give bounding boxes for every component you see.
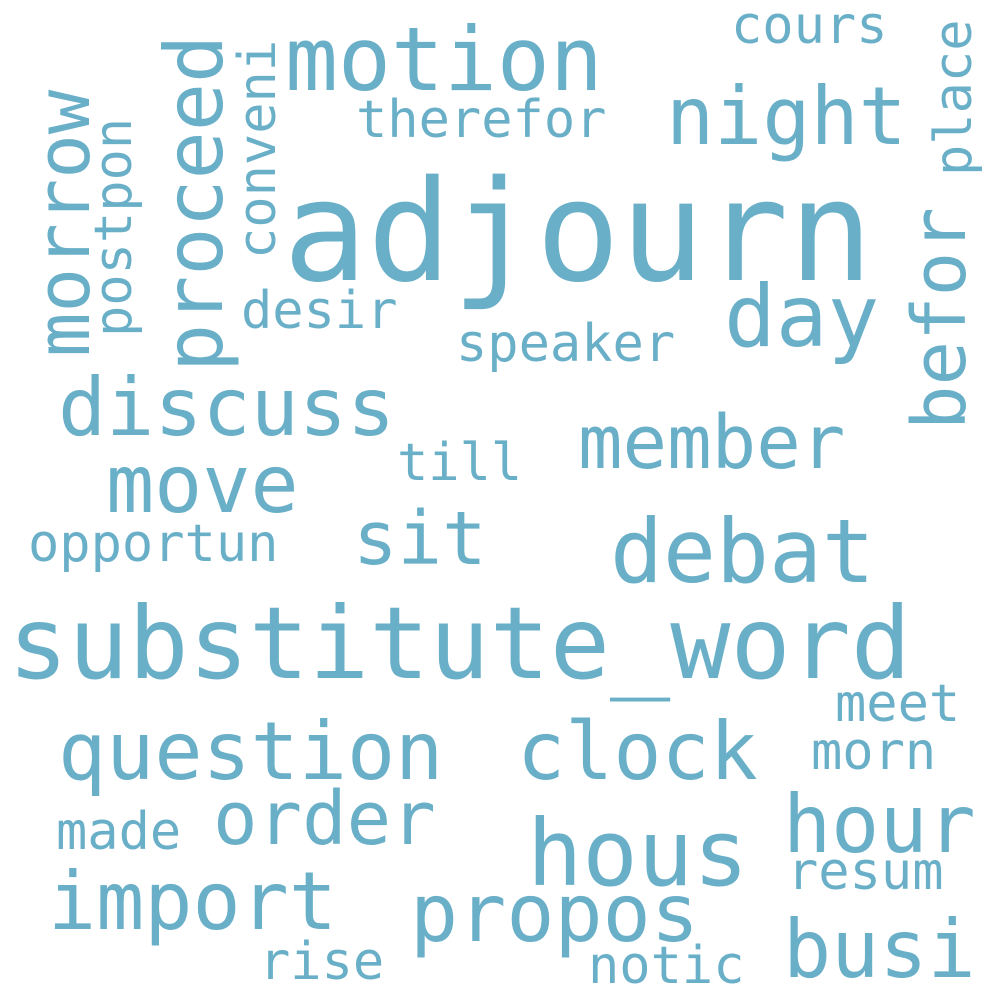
word-clock: clock	[517, 705, 758, 798]
word-speaker: speaker	[456, 314, 676, 374]
word-proceed: proceed	[148, 34, 241, 372]
word-resum: resum	[787, 842, 944, 902]
word-desir: desir	[241, 281, 398, 341]
word-question: question	[58, 705, 444, 798]
word-morn: morn	[811, 722, 937, 782]
word-debat: debat	[610, 500, 875, 603]
word-night: night	[666, 70, 907, 163]
word-propos: propos	[410, 867, 699, 960]
word-adjourn: adjourn	[283, 151, 874, 314]
word-hous: hous	[527, 800, 749, 907]
word-opportun: opportun	[28, 514, 279, 574]
word-member: member	[578, 400, 846, 486]
word-rise: rise	[259, 932, 385, 992]
word-motion: motion	[285, 8, 603, 111]
word-import: import	[48, 855, 337, 948]
word-move: move	[106, 438, 299, 531]
word-meet: meet	[835, 674, 961, 734]
word-till: till	[397, 433, 523, 493]
word-made: made	[56, 802, 182, 862]
word-busi: busi	[783, 903, 976, 996]
word-notic: notic	[588, 936, 745, 996]
word-hour: hour	[783, 778, 976, 871]
word-sit: sit	[353, 496, 487, 582]
word-order: order	[213, 776, 436, 862]
word-postpon: postpon	[84, 117, 144, 337]
word-conveni: conveni	[228, 39, 288, 259]
word-place: place	[924, 19, 984, 176]
word-cours: cours	[731, 0, 888, 56]
word-substitute-word: substitute_word	[8, 585, 912, 702]
word-day: day	[724, 267, 880, 367]
word-discuss: discuss	[58, 361, 396, 454]
word-therefor: therefor	[356, 90, 607, 150]
word-befor: befor	[897, 207, 983, 430]
